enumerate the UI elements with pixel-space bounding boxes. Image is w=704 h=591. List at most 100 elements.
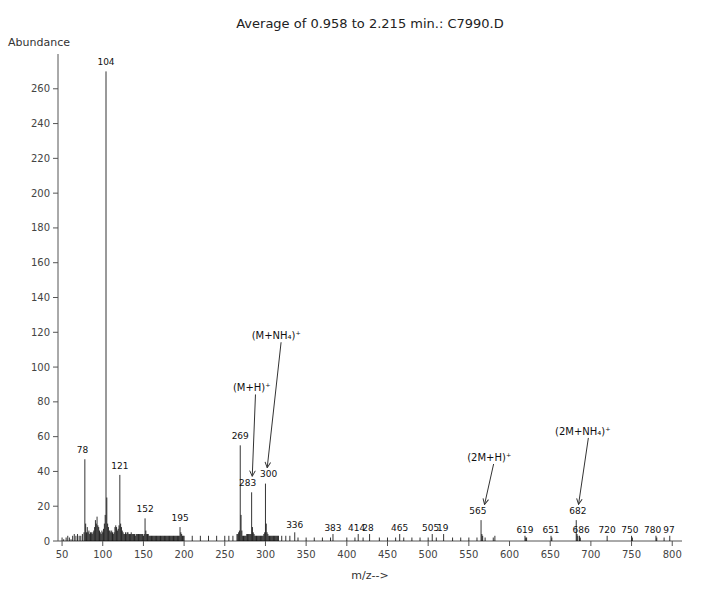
peak-label: 651 bbox=[542, 525, 559, 535]
peak bbox=[268, 536, 269, 541]
peak bbox=[137, 534, 138, 541]
peak bbox=[145, 518, 146, 541]
peak bbox=[132, 534, 133, 541]
y-tick-label: 180 bbox=[31, 222, 50, 233]
x-tick-label: 200 bbox=[175, 549, 194, 560]
x-tick-label: 500 bbox=[419, 549, 438, 560]
y-tick bbox=[53, 227, 58, 228]
peak bbox=[247, 534, 248, 541]
peak bbox=[96, 524, 97, 541]
peak bbox=[72, 536, 73, 541]
peak bbox=[485, 538, 486, 541]
peak bbox=[106, 498, 107, 541]
y-tick-label: 60 bbox=[37, 431, 50, 442]
peak bbox=[181, 534, 182, 541]
peak bbox=[178, 536, 179, 541]
arrow-annotation-label: (2M+H)⁺ bbox=[467, 452, 511, 463]
peak bbox=[274, 536, 275, 541]
peak bbox=[94, 527, 95, 541]
peak bbox=[120, 524, 121, 541]
peak bbox=[259, 536, 260, 541]
peak bbox=[177, 536, 178, 541]
peak bbox=[75, 536, 76, 541]
peak bbox=[656, 538, 657, 541]
peak bbox=[580, 538, 581, 541]
peak bbox=[123, 534, 124, 541]
peak bbox=[208, 536, 209, 541]
y-tick bbox=[53, 506, 58, 507]
peak bbox=[180, 532, 181, 541]
annotation-arrow bbox=[579, 438, 589, 504]
peak bbox=[88, 532, 89, 541]
peak bbox=[399, 534, 400, 541]
peak bbox=[80, 536, 81, 541]
peak bbox=[130, 534, 131, 541]
peak bbox=[162, 536, 163, 541]
peak bbox=[251, 492, 252, 541]
peak bbox=[269, 536, 270, 541]
peak bbox=[102, 532, 103, 541]
peak bbox=[174, 536, 175, 541]
peak bbox=[106, 71, 107, 541]
y-tick-label: 100 bbox=[31, 362, 50, 373]
x-axis-label: m/z--> bbox=[351, 569, 388, 582]
peak bbox=[184, 536, 185, 541]
peak bbox=[129, 534, 130, 541]
peak bbox=[95, 520, 96, 541]
peak bbox=[452, 538, 453, 541]
peak bbox=[158, 536, 159, 541]
peak bbox=[113, 534, 114, 541]
peak bbox=[154, 536, 155, 541]
x-tick-label: 550 bbox=[459, 549, 478, 560]
annotation-arrow bbox=[485, 464, 494, 505]
peak bbox=[267, 532, 268, 541]
y-tick bbox=[53, 158, 58, 159]
x-tick bbox=[184, 541, 185, 546]
y-tick-label: 200 bbox=[31, 188, 50, 199]
peak bbox=[101, 534, 102, 541]
peak bbox=[147, 534, 148, 541]
peak-label: 269 bbox=[232, 431, 249, 441]
peak bbox=[476, 538, 477, 541]
peak bbox=[236, 534, 237, 541]
peak bbox=[126, 534, 127, 541]
peak bbox=[285, 536, 286, 541]
annotation-arrow bbox=[267, 342, 281, 467]
x-tick bbox=[224, 541, 225, 546]
y-tick bbox=[53, 123, 58, 124]
peak bbox=[112, 532, 113, 541]
peak bbox=[263, 536, 264, 541]
y-tick bbox=[53, 262, 58, 263]
peak bbox=[140, 534, 141, 541]
peak bbox=[332, 534, 333, 541]
peak bbox=[270, 536, 271, 541]
peak bbox=[172, 536, 173, 541]
peak bbox=[107, 524, 108, 541]
peak bbox=[110, 531, 111, 541]
y-tick bbox=[53, 471, 58, 472]
y-tick bbox=[53, 297, 58, 298]
peak bbox=[131, 532, 132, 541]
peak bbox=[117, 531, 118, 541]
x-tick bbox=[672, 541, 673, 546]
peak bbox=[395, 538, 396, 541]
x-tick-label: 250 bbox=[215, 549, 234, 560]
x-tick bbox=[550, 541, 551, 546]
y-tick bbox=[53, 401, 58, 402]
peak bbox=[241, 515, 242, 541]
peak bbox=[87, 527, 88, 541]
peak bbox=[237, 534, 238, 541]
peak bbox=[173, 536, 174, 541]
peak bbox=[481, 520, 482, 541]
peak bbox=[132, 534, 133, 541]
peak bbox=[252, 527, 253, 541]
peak-label: 750 bbox=[621, 525, 638, 535]
peak bbox=[524, 536, 525, 541]
peak bbox=[111, 531, 112, 541]
x-tick-label: 600 bbox=[500, 549, 519, 560]
peak bbox=[387, 538, 388, 541]
peak bbox=[493, 538, 494, 541]
peak bbox=[153, 536, 154, 541]
peak bbox=[240, 445, 241, 541]
peak bbox=[143, 536, 144, 541]
